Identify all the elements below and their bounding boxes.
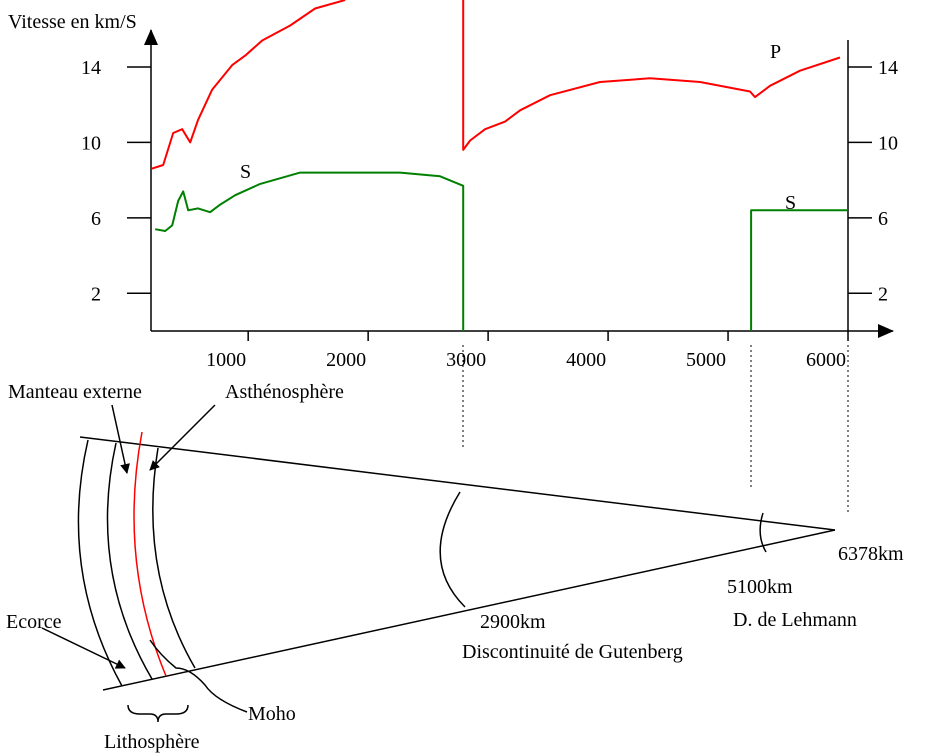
y-axis-label: Vitesse en km/S: [8, 11, 137, 33]
x-tick-label: 2000: [326, 349, 366, 371]
y-tick-label-right: 2: [878, 283, 888, 305]
label: Ecorce: [6, 611, 62, 633]
series-label: P: [770, 41, 781, 63]
x-tick-label: 3000: [446, 349, 486, 371]
wedge-edge: [79, 436, 836, 531]
pointer-line: [149, 639, 248, 713]
label: 6378km: [838, 543, 904, 565]
pointer-arrow: [149, 404, 216, 471]
layer-boundary: [152, 447, 196, 669]
brace: [127, 704, 189, 723]
series-line: [150, 0, 841, 170]
x-tick-label: 6000: [806, 349, 846, 371]
x-tick-label: 1000: [206, 349, 246, 371]
label: D. de Lehmann: [733, 609, 857, 631]
y-tick-label-right: 14: [878, 57, 898, 79]
series-line: [750, 209, 848, 331]
series-label: S: [240, 161, 251, 183]
y-tick-label: 10: [81, 132, 101, 154]
layer-boundary: [106, 442, 153, 680]
wedge-edge: [102, 529, 836, 691]
gutenberg-arc: [439, 491, 466, 608]
y-tick-label: 2: [91, 283, 101, 305]
y-tick-label-right: 6: [878, 208, 888, 230]
plot: 2 2 6 6 10 10 14 14 1000 2000 3000 4000 5000 6000 P S S: [81, 0, 898, 371]
series-line: [155, 171, 465, 331]
label: Lithosphère: [104, 731, 200, 753]
label: Moho: [248, 703, 296, 725]
x-tick-label: 5000: [686, 349, 726, 371]
lehmann-arc: [759, 512, 767, 553]
pointer-arrow: [41, 627, 126, 669]
y-tick-label: 6: [91, 208, 101, 230]
label: 2900km: [480, 611, 546, 633]
moho-boundary: [133, 431, 167, 677]
label: Manteau externe: [8, 381, 142, 403]
layer-boundary: [77, 439, 123, 687]
pointer-arrow: [111, 404, 130, 474]
x-tick-label: 4000: [566, 349, 606, 371]
y-tick-label-right: 10: [878, 132, 898, 154]
y-tick-label: 14: [81, 57, 101, 79]
label: 5100km: [727, 576, 793, 598]
series-label: S: [785, 192, 796, 214]
label: Asthénosphère: [225, 381, 344, 403]
label: Discontinuité de Gutenberg: [462, 641, 683, 663]
